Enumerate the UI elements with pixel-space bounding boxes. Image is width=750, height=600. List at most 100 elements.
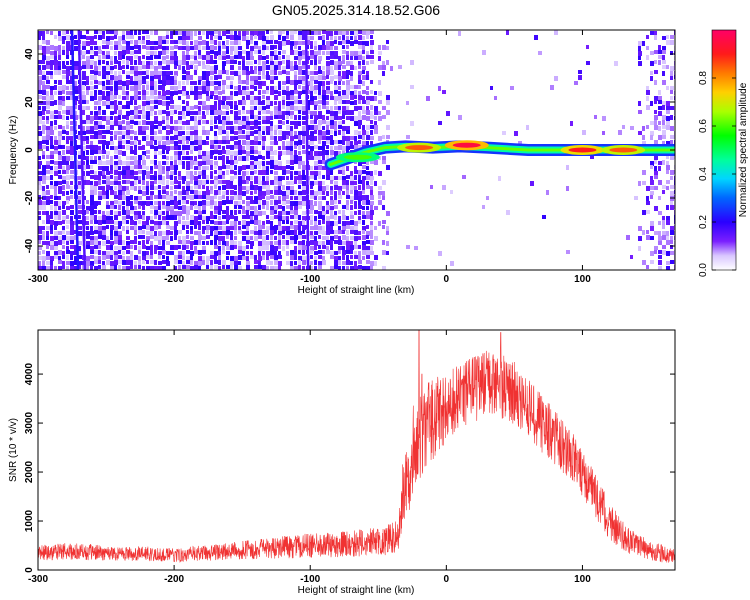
heatmap-cell xyxy=(338,41,342,45)
heatmap-cell xyxy=(66,246,69,250)
heatmap-cell xyxy=(642,170,646,175)
heatmap-cell xyxy=(330,91,333,96)
heatmap-cell xyxy=(282,151,286,155)
heatmap-cell xyxy=(150,250,153,255)
heatmap-cell xyxy=(202,161,206,165)
heatmap-cell xyxy=(194,65,198,70)
heatmap-cell xyxy=(366,71,369,75)
heatmap-cell xyxy=(254,60,257,64)
heatmap-cell xyxy=(286,115,289,119)
heatmap-cell xyxy=(250,181,253,186)
heatmap-cell xyxy=(58,190,62,194)
heatmap-cell xyxy=(310,115,313,119)
heatmap-cell xyxy=(58,181,62,185)
heatmap-cell xyxy=(226,256,229,260)
heatmap-cell xyxy=(82,141,85,145)
heatmap-cell xyxy=(326,191,329,196)
heatmap-cell xyxy=(42,196,46,200)
heatmap-cell xyxy=(218,175,222,179)
heatmap-cell xyxy=(190,46,194,50)
heatmap-cell xyxy=(46,50,50,54)
heatmap-cell xyxy=(94,215,97,220)
heatmap-cell xyxy=(42,170,46,175)
heatmap-cell xyxy=(46,200,50,205)
heatmap-cell xyxy=(98,196,102,200)
heatmap-cell xyxy=(342,95,346,99)
heatmap-cell xyxy=(230,126,234,130)
heatmap-cell xyxy=(234,156,237,160)
heatmap-cell xyxy=(278,166,282,170)
heatmap-cell xyxy=(166,46,169,50)
heatmap-cell xyxy=(294,261,297,265)
heatmap-cell xyxy=(262,50,265,55)
heatmap-cell xyxy=(298,95,301,99)
heatmap-cell xyxy=(42,60,45,64)
heatmap-cell xyxy=(58,155,62,160)
heatmap-cell xyxy=(266,196,270,200)
heatmap-cell xyxy=(382,266,386,270)
heatmap-cell xyxy=(182,176,186,181)
heatmap-cell xyxy=(94,145,98,150)
heatmap-cell xyxy=(346,250,350,254)
heatmap-cell xyxy=(670,170,674,175)
heatmap-cell xyxy=(90,220,93,224)
heatmap-cell xyxy=(66,96,70,100)
heatmap-cell xyxy=(646,235,650,240)
heatmap-cell xyxy=(230,176,234,181)
heatmap-cell xyxy=(342,221,346,226)
heatmap-cell xyxy=(154,131,157,135)
heatmap-cell xyxy=(98,46,101,51)
heatmap-cell xyxy=(382,71,385,76)
heatmap-cell xyxy=(54,251,58,255)
heatmap-cell xyxy=(354,40,358,44)
heatmap-cell xyxy=(382,225,385,229)
heatmap-cell xyxy=(194,51,197,56)
heatmap-cell xyxy=(138,80,142,85)
heatmap-cell xyxy=(602,116,606,121)
heatmap-cell xyxy=(330,190,333,195)
heatmap-cell xyxy=(194,205,198,209)
heatmap-cell xyxy=(106,166,109,171)
heatmap-cell xyxy=(146,121,150,125)
heatmap-cell xyxy=(134,76,138,81)
heatmap-cell xyxy=(350,71,353,76)
heatmap-cell xyxy=(266,75,270,80)
heatmap-cell xyxy=(326,90,330,94)
heatmap-cell xyxy=(190,220,194,225)
heatmap-cell xyxy=(214,131,217,136)
heatmap-cell xyxy=(294,100,298,104)
heatmap-cell xyxy=(242,186,246,190)
heatmap-cell xyxy=(202,230,205,234)
heatmap-cell xyxy=(326,121,330,126)
heatmap-cell xyxy=(38,145,42,149)
heatmap-cell xyxy=(358,180,362,184)
heatmap-cell xyxy=(226,35,230,39)
heatmap-cell xyxy=(62,96,65,101)
heatmap-cell xyxy=(94,90,97,95)
heatmap-cell xyxy=(358,265,362,269)
heatmap-cell xyxy=(134,50,138,54)
heatmap-cell xyxy=(62,166,65,171)
heatmap-cell xyxy=(310,136,314,141)
heatmap-cell xyxy=(310,96,314,101)
heatmap-cell xyxy=(138,110,142,114)
heatmap-cell xyxy=(130,256,133,260)
heatmap-cell xyxy=(238,246,242,250)
heatmap-cell xyxy=(342,261,346,265)
heatmap-cell xyxy=(370,55,374,59)
heatmap-cell xyxy=(550,85,554,90)
heatmap-cell xyxy=(62,126,65,130)
heatmap-cell xyxy=(142,101,146,106)
heatmap-cell xyxy=(214,240,217,245)
heatmap-cell xyxy=(82,41,86,46)
heatmap-cell xyxy=(154,180,157,184)
heatmap-cell xyxy=(150,111,153,116)
heatmap-cell xyxy=(138,36,141,41)
heatmap-cell xyxy=(94,156,97,160)
heatmap-cell xyxy=(334,221,338,226)
heatmap-cell xyxy=(78,226,82,230)
heatmap-cell xyxy=(206,86,210,91)
heatmap-cell xyxy=(374,91,377,95)
heatmap-cell xyxy=(662,235,666,240)
heatmap-cell xyxy=(210,145,214,149)
